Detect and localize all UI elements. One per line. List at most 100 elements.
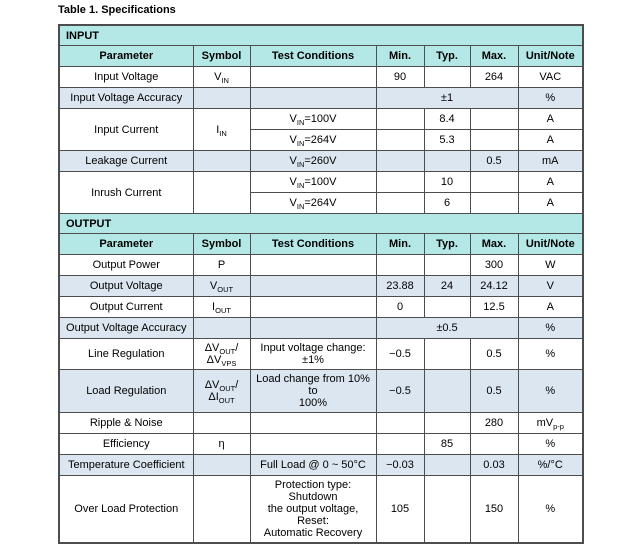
table-cell (423, 296, 471, 318)
table-cell: % (517, 317, 584, 339)
table-cell: % (517, 87, 584, 109)
table-cell: VIN=100V (249, 108, 377, 130)
table-cell: A (517, 108, 584, 130)
table-row: Leakage Current VIN=260V 0.5 mA (58, 150, 584, 172)
table-cell: 280 (469, 412, 519, 434)
table-cell (249, 275, 377, 297)
table-cell (423, 338, 471, 370)
table-cell (249, 254, 377, 276)
table-cell (375, 412, 425, 434)
table-cell: −0.5 (375, 338, 425, 370)
table-row: Output Power P 300 W (58, 254, 584, 276)
table-cell (423, 369, 471, 413)
table-cell: ±1 (375, 87, 519, 109)
section-header-input: INPUT (58, 24, 584, 46)
column-header: Unit/Note (517, 233, 584, 255)
table-cell: 10 (423, 171, 471, 193)
table-cell: Output Power (58, 254, 194, 276)
table-row: Line Regulation ΔVOUT/ΔVVPS Input voltage … (58, 338, 584, 370)
table-cell: Input Voltage Accuracy (58, 87, 194, 109)
table-cell: A (517, 296, 584, 318)
table-cell: Full Load @ 0 ~ 50°C (249, 454, 377, 476)
table-cell: VOUT (192, 275, 251, 297)
table-cell: 90 (375, 66, 425, 88)
table-cell: Temperature Coefficient (58, 454, 194, 476)
spec-table-body: INPUT Parameter Symbol Test Conditions Min. T… (58, 24, 584, 544)
table-row: Over Load Protection Protection type: Shu… (58, 475, 584, 544)
table-cell: Leakage Current (58, 150, 194, 172)
table-cell: 0 (375, 296, 425, 318)
table-cell: VIN=100V (249, 171, 377, 193)
column-header-row: Parameter Symbol Test Conditions Min. Typ. Ma… (58, 233, 584, 255)
table-cell (469, 171, 519, 193)
table-cell (469, 129, 519, 151)
table-cell: % (517, 475, 584, 544)
table-cell (375, 192, 425, 214)
table-cell (375, 150, 425, 172)
table-cell: Over Load Protection (58, 475, 194, 544)
table-cell: η (192, 433, 251, 455)
section-header-output: OUTPUT (58, 213, 584, 234)
table-cell: Input voltage change: ±1% (249, 338, 377, 370)
column-header: Typ. (423, 233, 471, 255)
table-cell (469, 192, 519, 214)
table-cell (423, 66, 471, 88)
table-row: Temperature Coefficient Full Load @ 0 ~ 5… (58, 454, 584, 476)
table-cell: A (517, 129, 584, 151)
table-cell: VAC (517, 66, 584, 88)
column-header: Min. (375, 45, 425, 67)
column-header: Symbol (192, 233, 251, 255)
table-cell: Output Voltage Accuracy (58, 317, 194, 339)
table-cell (192, 150, 251, 172)
table-cell: 0.03 (469, 454, 519, 476)
column-header: Min. (375, 233, 425, 255)
table-cell: VIN=264V (249, 192, 377, 214)
table-cell: 0.5 (469, 150, 519, 172)
table-row: Input Current IIN VIN=100V 8.4 A (58, 108, 584, 151)
table-cell: W (517, 254, 584, 276)
table-cell: 105 (375, 475, 425, 544)
table-cell: 85 (423, 433, 471, 455)
table-cell: VIN (192, 66, 251, 88)
table-cell (249, 317, 377, 339)
table-cell (469, 108, 519, 130)
table-cell: 24 (423, 275, 471, 297)
table-cell: V (517, 275, 584, 297)
table-row: VIN=264V 5.3 A (59, 129, 584, 151)
table-cell: % (517, 369, 584, 413)
table-cell: 24.12 (469, 275, 519, 297)
table-cell (192, 454, 251, 476)
table-cell: %/°C (517, 454, 584, 476)
table-cell (375, 254, 425, 276)
table-cell (375, 108, 425, 130)
table-cell: IOUT (192, 296, 251, 318)
table-cell: Output Voltage (58, 275, 194, 297)
table-cell (375, 171, 425, 193)
table-row: Output Current IOUT 0 12.5 A (58, 296, 584, 318)
table-cell (375, 433, 425, 455)
table-cell: IIN (192, 108, 251, 151)
table-cell (423, 454, 471, 476)
table-cell: 0.5 (469, 338, 519, 370)
table-cell: mA (517, 150, 584, 172)
column-header: Test Conditions (249, 233, 377, 255)
table-cell (249, 66, 377, 88)
table-cell: Ripple & Noise (58, 412, 194, 434)
table-cell: VIN=264V (249, 129, 377, 151)
table-cell: −0.5 (375, 369, 425, 413)
table-cell: ΔVOUT/ΔVVPS (192, 338, 251, 370)
column-header: Parameter (58, 233, 194, 255)
table-cell: Load change from 10% to 100% (249, 369, 377, 413)
section-header-row: INPUT (58, 24, 584, 46)
table-cell: 264 (469, 66, 519, 88)
table-cell (469, 433, 519, 455)
table-cell (192, 87, 251, 109)
table-cell: Output Current (58, 296, 194, 318)
table-cell (423, 254, 471, 276)
table-cell: 5.3 (423, 129, 471, 151)
table-cell (249, 412, 377, 434)
table-cell (192, 412, 251, 434)
table-cell (249, 87, 377, 109)
table-row: Input Voltage VIN 90 264 VAC (58, 66, 584, 88)
table-cell: Protection type: Shutdown the output vol… (249, 475, 377, 544)
